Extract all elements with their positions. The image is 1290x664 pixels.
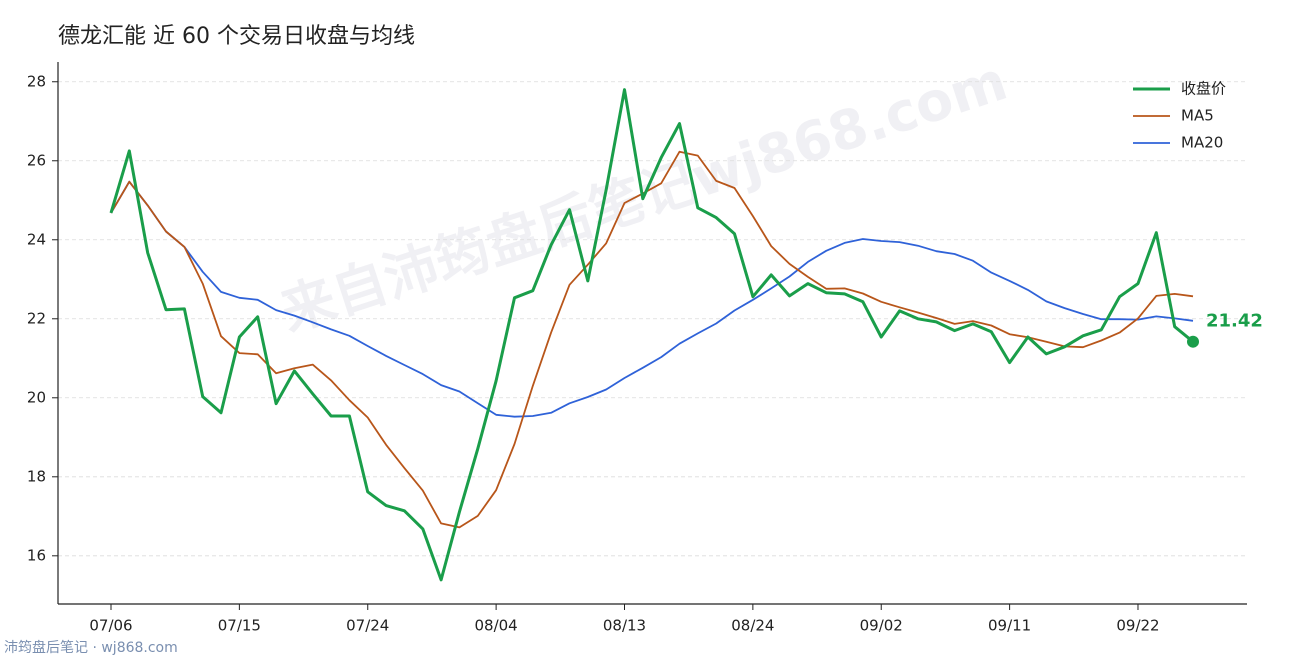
y-tick-label: 16 bbox=[27, 546, 46, 564]
legend-label: MA20 bbox=[1181, 134, 1223, 152]
y-tick-label: 22 bbox=[27, 309, 46, 327]
legend-label: MA5 bbox=[1181, 107, 1214, 125]
last-value-label: 21.42 bbox=[1206, 311, 1263, 332]
chart-title: 德龙汇能 近 60 个交易日收盘与均线 bbox=[58, 24, 415, 49]
series-line bbox=[109, 88, 1194, 582]
x-tick-label: 07/06 bbox=[89, 617, 132, 635]
x-tick-label: 07/24 bbox=[346, 617, 389, 635]
y-tick-label: 26 bbox=[27, 151, 46, 169]
x-tick-label: 09/22 bbox=[1116, 617, 1159, 635]
y-tick-label: 18 bbox=[27, 467, 46, 485]
footer: 沛筠盘后笔记 · wj868.com bbox=[4, 639, 178, 656]
grid: 16 18 20 22 24 26 28 07/06 07/15 07/24 08/04 08/13 0… bbox=[27, 72, 1247, 635]
x-tick-label: 08/24 bbox=[731, 617, 774, 635]
series-line bbox=[110, 150, 1194, 529]
legend-label: 收盘价 bbox=[1181, 80, 1226, 98]
x-tick-label: 09/02 bbox=[860, 617, 903, 635]
plot-area: 21.42 bbox=[109, 88, 1263, 582]
x-tick-label: 08/04 bbox=[475, 617, 518, 635]
y-tick-label: 28 bbox=[27, 72, 46, 90]
x-tick-label: 07/15 bbox=[218, 617, 261, 635]
x-tick-label: 08/13 bbox=[603, 617, 646, 635]
legend: 收盘价 MA5 MA20 bbox=[1133, 80, 1226, 152]
y-tick-label: 20 bbox=[27, 388, 46, 406]
last-point bbox=[1187, 335, 1199, 348]
series-line bbox=[110, 180, 1194, 418]
y-tick-label: 24 bbox=[27, 230, 46, 248]
x-tick-label: 09/11 bbox=[988, 617, 1031, 635]
